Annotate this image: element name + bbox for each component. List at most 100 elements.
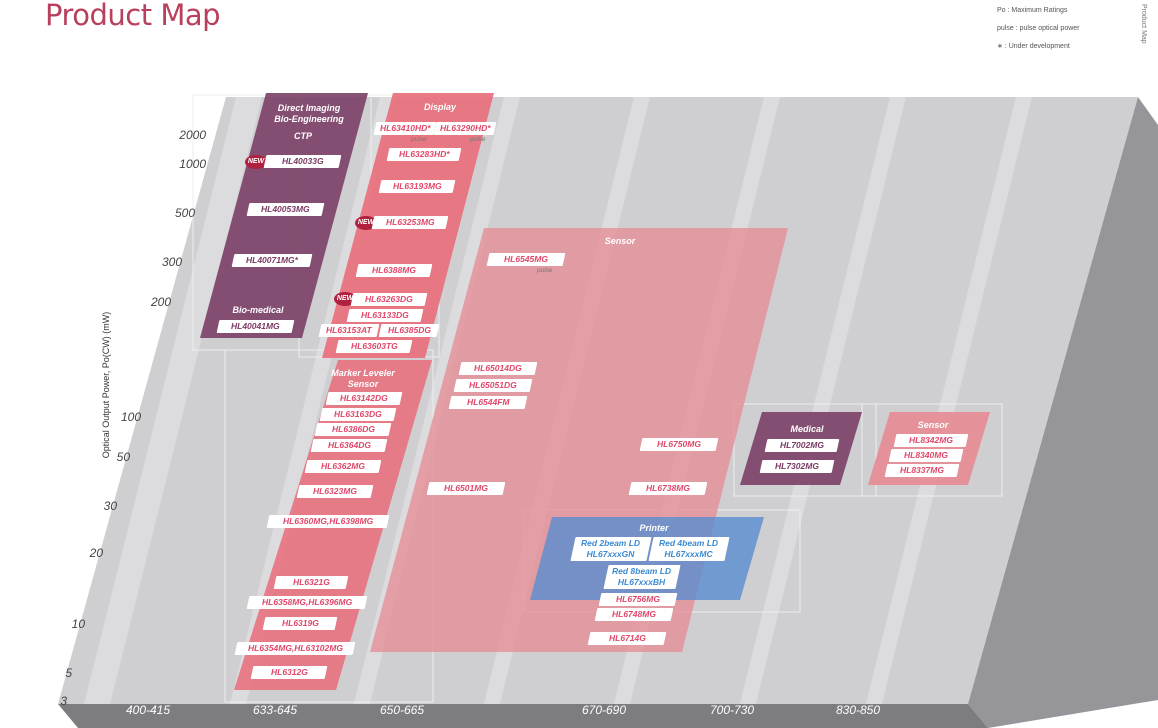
product-hl40053mg[interactable]: HL40053MG [246, 203, 325, 216]
product-hl40033g[interactable]: HL40033G [263, 155, 342, 168]
product-hl6738mg-text: HL6738MG [646, 483, 690, 493]
product-hl63603tg[interactable]: HL63603TG [335, 340, 413, 353]
product-hl63253mg[interactable]: HL63253MG [371, 216, 449, 229]
product-hl7302mg[interactable]: HL7302MG [759, 460, 835, 473]
product-hl65014dg[interactable]: HL65014DG [458, 362, 538, 375]
product-hl6312g[interactable]: HL6312G [250, 666, 328, 679]
product-hl65051dg[interactable]: HL65051DG [453, 379, 533, 392]
product-hl6545mg[interactable]: HL6545MG [486, 253, 566, 266]
y-tick-50: 50 [116, 450, 130, 464]
product-hl6545mg-text: HL6545MG [504, 254, 548, 264]
product-hl63290hd[interactable]: HL63290HD* [433, 122, 497, 135]
product-hl63253mg-text: HL63253MG [385, 217, 435, 227]
new-badge-hl63263dg: NEW [334, 292, 356, 306]
x-tick-670-690: 670-690 [581, 703, 627, 717]
product-hl6354mg-text: HL6354MG,HL63102MG [247, 643, 343, 653]
product-hl6750mg-text: HL6750MG [657, 439, 701, 449]
product-hl40041mg[interactable]: HL40041MG [216, 320, 295, 333]
zone-title-printer: Printer [639, 523, 669, 533]
product-hl6358mg[interactable]: HL6358MG,HL6396MG [246, 596, 368, 609]
product-hl6756mg[interactable]: HL6756MG [598, 593, 678, 606]
product-hl8337mg-text: HL8337MG [900, 465, 944, 475]
x-tick-650-665: 650-665 [379, 703, 425, 717]
note-under-development: ∗ : Under development [997, 43, 1070, 50]
zone-title-ctp: CTP [294, 131, 312, 141]
product-hl6354mg[interactable]: HL6354MG,HL63102MG [234, 642, 356, 655]
product-red-2beam-title: Red 2beam LD [581, 538, 641, 548]
legend-notes: Po : Maximum Ratings pulse : pulse optic… [997, 2, 1080, 56]
product-hl7302mg-text: HL7302MG [775, 461, 819, 471]
product-hl6386dg[interactable]: HL6386DG [314, 423, 392, 436]
product-hl63290hd-text: HL63290HD* [439, 123, 491, 133]
product-hl8340mg[interactable]: HL8340MG [888, 449, 964, 462]
y-tick-1000: 1000 [179, 157, 206, 171]
product-hl40033g-text: HL40033G [281, 156, 324, 166]
product-hl6321g[interactable]: HL6321G [273, 576, 349, 589]
x-tick-400-415: 400-415 [125, 703, 171, 717]
product-red-2beam-ld[interactable]: Red 2beam LD HL67xxxGN [570, 537, 652, 561]
product-hl6364dg[interactable]: HL6364DG [310, 439, 388, 452]
product-hl40053mg-text: HL40053MG [261, 204, 310, 214]
y-tick-3: 3 [60, 694, 67, 708]
product-hl6714g[interactable]: HL6714G [587, 632, 667, 645]
product-hl6385dg[interactable]: HL6385DG [378, 324, 440, 337]
page-title: Product Map [45, 0, 221, 32]
product-hl7002mg[interactable]: HL7002MG [764, 439, 840, 452]
product-hl63603tg-text: HL63603TG [350, 341, 398, 351]
new-badge-hl63253mg: NEW [355, 216, 377, 230]
product-hl6323mg[interactable]: HL6323MG [296, 485, 374, 498]
product-hl63133dg-text: HL63133DG [361, 310, 409, 320]
product-hl8342mg[interactable]: HL8342MG [893, 434, 969, 447]
pulse-note-hl63410hd: pulse [411, 136, 427, 143]
product-hl63142dg[interactable]: HL63142DG [325, 392, 403, 405]
product-hl63153at[interactable]: HL63153AT [318, 324, 380, 337]
floor-right-side [968, 97, 1158, 728]
product-red-8beam-ld[interactable]: Red 8beam LD HL67xxxBH [603, 565, 681, 589]
product-hl63163dg[interactable]: HL63163DG [319, 408, 397, 421]
product-hl63133dg[interactable]: HL63133DG [346, 309, 424, 322]
new-badge-hl40033g: NEW [245, 155, 267, 169]
product-hl8337mg[interactable]: HL8337MG [884, 464, 960, 477]
pulse-note-hl6545mg: pulse [537, 267, 553, 274]
product-hl6319g-text: HL6319G [281, 618, 319, 628]
product-hl8342mg-text: HL8342MG [909, 435, 953, 445]
product-hl40071mg[interactable]: HL40071MG* [231, 254, 313, 267]
product-red-4beam-part: HL67xxxMC [664, 549, 714, 559]
product-hl63283hd-text: HL63283HD* [398, 149, 450, 159]
product-hl6321g-text: HL6321G [292, 577, 330, 587]
product-hl6385dg-text: HL6385DG [387, 325, 431, 335]
product-hl6364dg-text: HL6364DG [327, 440, 371, 450]
floor-front [58, 704, 988, 728]
product-hl6312g-text: HL6312G [270, 667, 308, 677]
product-hl63193mg-text: HL63193MG [392, 181, 442, 191]
product-hl63263dg[interactable]: HL63263DG [350, 293, 428, 306]
product-hl6544fm[interactable]: HL6544FM [448, 396, 528, 409]
product-hl6362mg[interactable]: HL6362MG [304, 460, 382, 473]
product-hl6748mg[interactable]: HL6748MG [594, 608, 674, 621]
product-hl6501mg[interactable]: HL6501MG [426, 482, 506, 495]
product-red-2beam-part: HL67xxxGN [587, 549, 635, 559]
product-hl63283hd[interactable]: HL63283HD* [386, 148, 462, 161]
product-hl6360mg-text: HL6360MG,HL6398MG [282, 516, 374, 526]
product-hl6319g[interactable]: HL6319G [262, 617, 338, 630]
product-hl63193mg[interactable]: HL63193MG [378, 180, 456, 193]
y-tick-2000: 2000 [179, 128, 206, 142]
note-max-ratings: Po : Maximum Ratings [997, 7, 1068, 14]
product-hl6544fm-text: HL6544FM [466, 397, 510, 407]
y-tick-10: 10 [71, 617, 85, 631]
product-hl6388mg[interactable]: HL6388MG [355, 264, 433, 277]
product-hl6358mg-text: HL6358MG,HL6396MG [261, 597, 353, 607]
product-red-4beam-ld[interactable]: Red 4beam LD HL67xxxMC [648, 537, 730, 561]
product-hl63153at-text: HL63153AT [326, 325, 372, 335]
side-tab: Product Map [1140, 4, 1147, 44]
zone-title-sensor-right: Sensor [917, 420, 949, 430]
product-hl8340mg-text: HL8340MG [904, 450, 948, 460]
y-tick-20: 20 [89, 546, 103, 560]
product-hl6360mg[interactable]: HL6360MG,HL6398MG [266, 515, 390, 528]
product-hl65051dg-text: HL65051DG [469, 380, 517, 390]
product-hl6750mg[interactable]: HL6750MG [639, 438, 719, 451]
product-hl6738mg[interactable]: HL6738MG [628, 482, 708, 495]
product-hl63410hd[interactable]: HL63410HD* [373, 122, 437, 135]
zone-title-bio-medical: Bio-medical [232, 305, 284, 315]
x-tick-633-645: 633-645 [252, 703, 298, 717]
